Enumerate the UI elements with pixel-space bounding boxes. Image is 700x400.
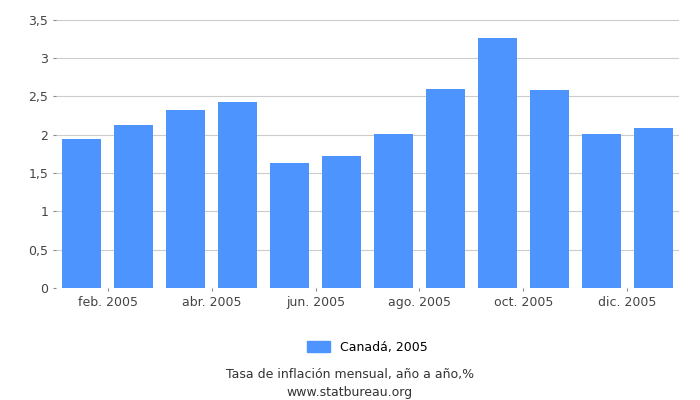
Bar — [114, 125, 153, 288]
Bar — [167, 110, 205, 288]
Bar — [634, 128, 673, 288]
Bar — [426, 89, 465, 288]
Bar — [478, 38, 517, 288]
Bar — [218, 102, 257, 288]
Bar — [530, 90, 568, 288]
Text: Tasa de inflación mensual, año a año,%: Tasa de inflación mensual, año a año,% — [226, 368, 474, 381]
Text: www.statbureau.org: www.statbureau.org — [287, 386, 413, 399]
Bar — [582, 134, 621, 288]
Bar — [322, 156, 361, 288]
Legend: Canadá, 2005: Canadá, 2005 — [302, 336, 433, 359]
Bar — [270, 163, 309, 288]
Bar — [374, 134, 413, 288]
Bar — [62, 138, 102, 288]
